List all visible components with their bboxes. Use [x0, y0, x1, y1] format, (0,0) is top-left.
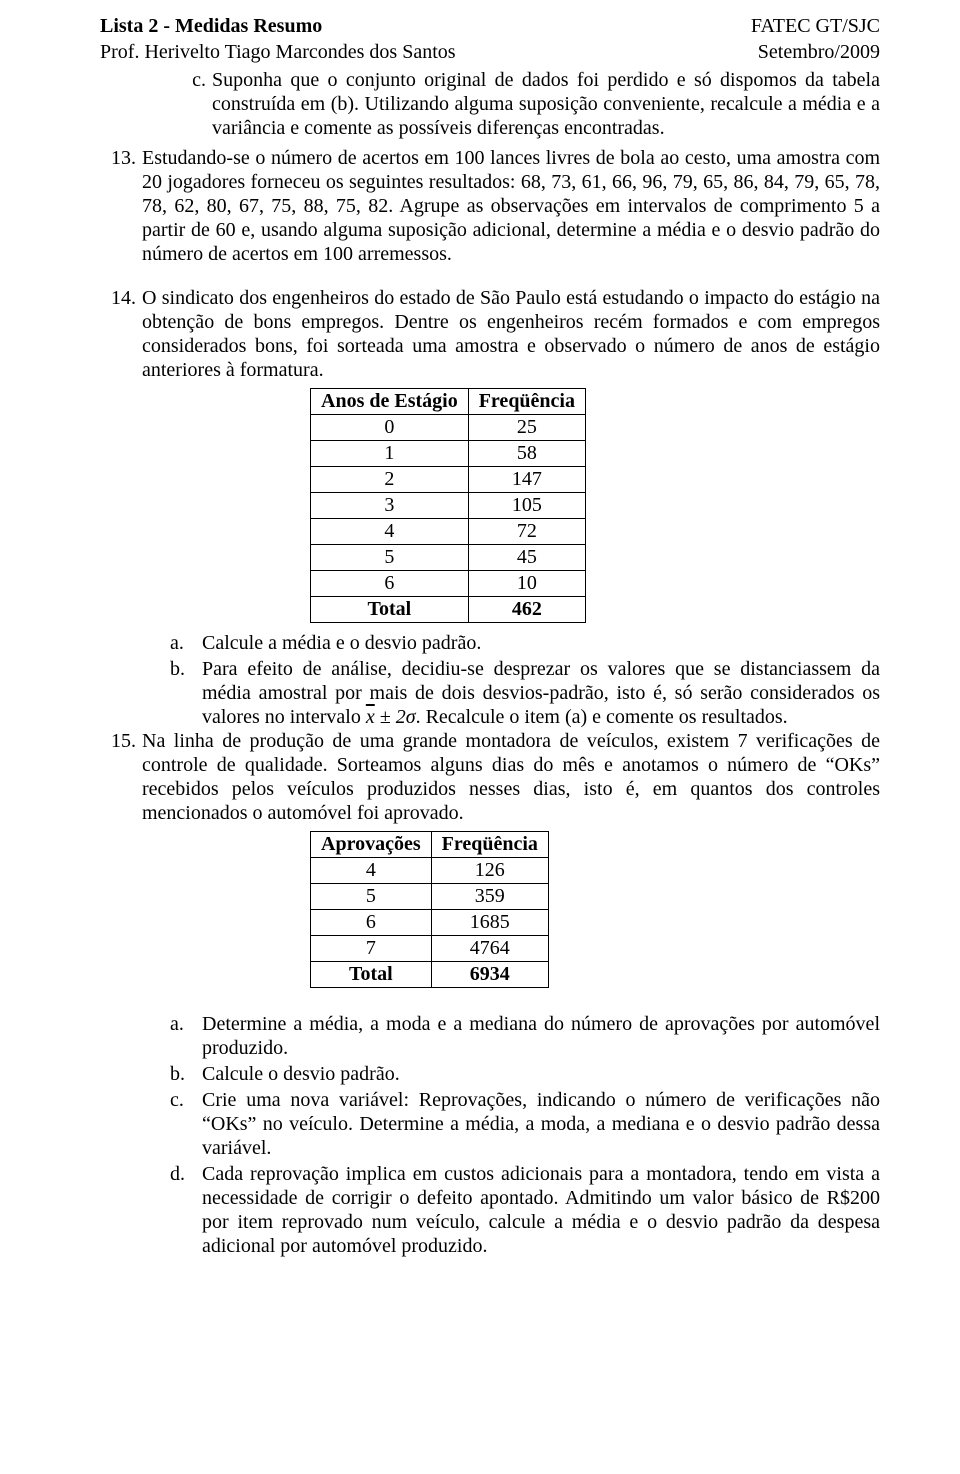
q13-text: Estudando-se o número de acertos em 100 … — [142, 146, 880, 266]
q15d-marker: d. — [170, 1162, 202, 1258]
q15a-text: Determine a média, a moda e a mediana do… — [202, 1012, 880, 1060]
q14-total-value: 462 — [468, 597, 585, 623]
table-cell: 4 — [311, 858, 432, 884]
q14a-marker: a. — [170, 631, 202, 655]
q15-marker: 15. — [100, 729, 142, 825]
q15-table: Aprovações Freqüência 4126 5359 61685 74… — [310, 831, 549, 988]
q13-marker: 13. — [100, 146, 142, 266]
date-label: Setembro/2009 — [758, 40, 880, 64]
table-cell: 3 — [311, 493, 469, 519]
doc-title: Lista 2 - Medidas Resumo — [100, 14, 322, 38]
q15c-marker: c. — [170, 1088, 202, 1160]
table-cell: 5 — [311, 545, 469, 571]
table-cell: 1685 — [431, 910, 548, 936]
q15b-text: Calcule o desvio padrão. — [202, 1062, 880, 1086]
org-label: FATEC GT/SJC — [751, 14, 880, 38]
table-cell: 126 — [431, 858, 548, 884]
table-cell: 45 — [468, 545, 585, 571]
table-cell: 105 — [468, 493, 585, 519]
table-cell: 0 — [311, 415, 469, 441]
table-cell: 359 — [431, 884, 548, 910]
q14-marker: 14. — [100, 286, 142, 382]
q14-total-label: Total — [311, 597, 469, 623]
q15-th-1: Freqüência — [431, 832, 548, 858]
table-cell: 4764 — [431, 936, 548, 962]
interval-formula: x ± 2σ — [366, 706, 416, 728]
q15b-marker: b. — [170, 1062, 202, 1086]
table-cell: 7 — [311, 936, 432, 962]
table-cell: 25 — [468, 415, 585, 441]
q14-text: O sindicato dos engenheiros do estado de… — [142, 286, 880, 382]
q15-total-label: Total — [311, 962, 432, 988]
item-c-text: Suponha que o conjunto original de dados… — [212, 68, 880, 140]
table-cell: 58 — [468, 441, 585, 467]
q14b-text: Para efeito de análise, decidiu-se despr… — [202, 657, 880, 729]
table-cell: 6 — [311, 910, 432, 936]
table-cell: 2 — [311, 467, 469, 493]
table-cell: 5 — [311, 884, 432, 910]
q15-total-value: 6934 — [431, 962, 548, 988]
q15-text: Na linha de produção de uma grande monta… — [142, 729, 880, 825]
prof-label: Prof. Herivelto Tiago Marcondes dos Sant… — [100, 40, 456, 64]
q15-th-0: Aprovações — [311, 832, 432, 858]
q14-table: Anos de Estágio Freqüência 025 158 2147 … — [310, 388, 586, 623]
q15a-marker: a. — [170, 1012, 202, 1060]
q14a-text: Calcule a média e o desvio padrão. — [202, 631, 880, 655]
table-cell: 1 — [311, 441, 469, 467]
q14-th-0: Anos de Estágio — [311, 389, 469, 415]
q14-th-1: Freqüência — [468, 389, 585, 415]
q14b-marker: b. — [170, 657, 202, 729]
table-cell: 72 — [468, 519, 585, 545]
q14b-post: . Recalcule o item (a) e comente os resu… — [416, 706, 788, 728]
q15c-text: Crie uma nova variável: Reprovações, ind… — [202, 1088, 880, 1160]
table-cell: 147 — [468, 467, 585, 493]
table-cell: 4 — [311, 519, 469, 545]
table-cell: 10 — [468, 571, 585, 597]
table-cell: 6 — [311, 571, 469, 597]
q15d-text: Cada reprovação implica em custos adicio… — [202, 1162, 880, 1258]
item-c-marker: c. — [170, 68, 212, 140]
